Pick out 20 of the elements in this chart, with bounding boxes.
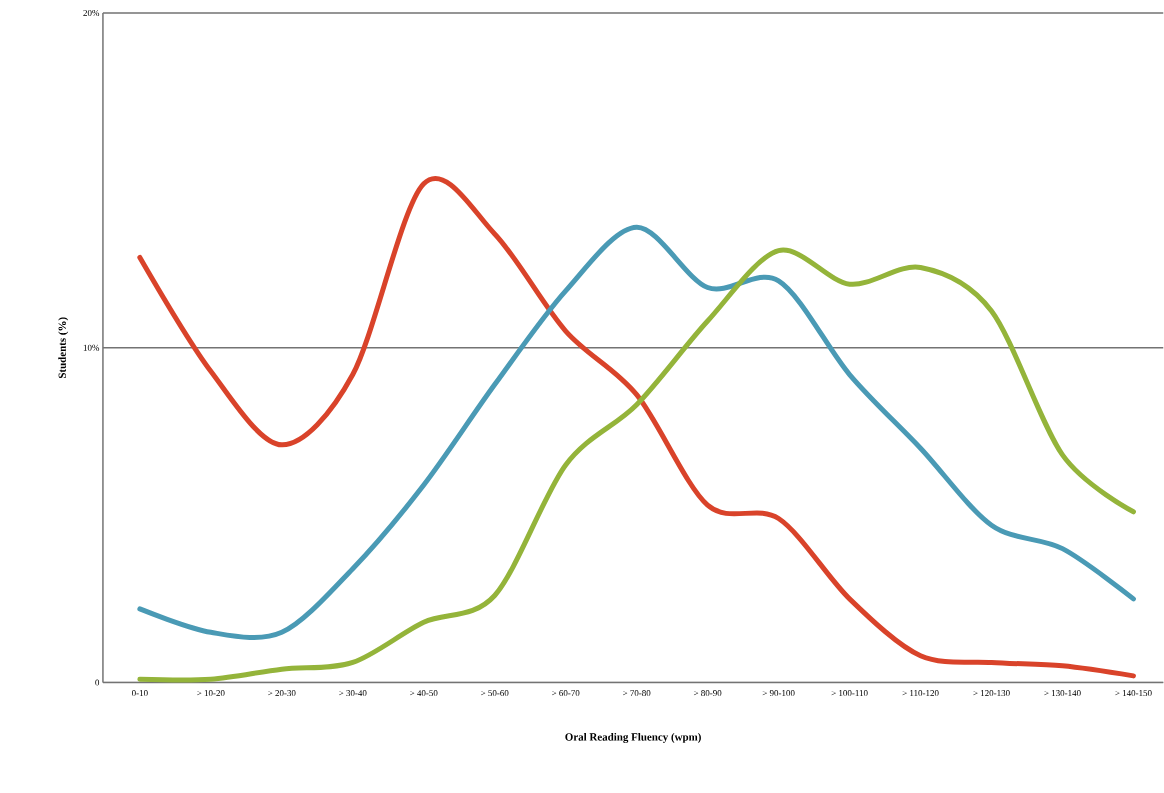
x-tick-label: > 110-120 (902, 689, 939, 696)
x-tick-label: > 100-110 (831, 689, 868, 696)
x-tick-label: > 60-70 (552, 689, 580, 696)
x-axis-title: Oral Reading Fluency (wpm) (565, 732, 701, 743)
x-tick-label: > 40-50 (410, 689, 438, 696)
x-tick-label: > 30-40 (339, 689, 367, 696)
y-tick-label: 10% (83, 344, 100, 351)
x-tick-label: > 20-30 (268, 689, 296, 696)
x-tick-label: > 120-130 (973, 689, 1010, 696)
y-tick-label: 0 (95, 679, 100, 686)
x-tick-label: > 70-80 (623, 689, 651, 696)
x-tick-label: > 140-150 (1115, 689, 1152, 696)
x-tick-label: > 50-60 (481, 689, 509, 696)
x-tick-label: 0-10 (131, 689, 148, 696)
y-axis-title: Students (%) (58, 317, 69, 378)
x-tick-label: > 80-90 (693, 689, 722, 696)
y-tick-label: 20% (83, 9, 100, 16)
x-tick-label: > 130-140 (1044, 689, 1081, 696)
x-tick-label: > 10-20 (197, 689, 225, 696)
x-tick-label: > 90-100 (762, 689, 795, 696)
